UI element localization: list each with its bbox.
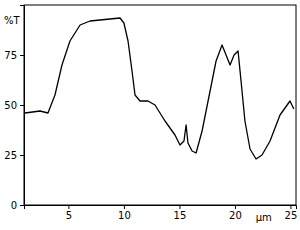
plot-area [25,18,294,159]
x-tick-mark [68,205,69,209]
y-tick: 50 [4,100,24,111]
x-tick-label: 5 [66,210,72,221]
x-tick: 15 [174,205,187,221]
y-tick: 0 [11,200,24,211]
x-tick-label: 10 [118,210,131,221]
y-axis-line [20,6,25,206]
x-tick: 5 [66,205,72,221]
y-tick-label: 0 [11,200,17,211]
y-tick: 75 [4,50,24,61]
chart: 5 10 15 20 25 0 25 50 75 %T μm [0,0,300,230]
x-tick: 10 [118,205,131,221]
x-tick-label: 25 [285,210,298,221]
x-tick-mark [179,205,180,209]
y-tick-mark [20,55,24,56]
y-tick-mark [20,105,24,106]
x-axis-line [25,206,297,210]
y-tick: 25 [4,150,24,161]
x-axis-title: μm [256,212,272,223]
y-tick-mark [20,205,24,206]
y-tick-label: 50 [4,100,17,111]
y-tick-label: 75 [4,50,17,61]
plot-frame [24,5,296,205]
y-axis: 0 25 50 75 [4,6,24,211]
x-tick-label: 15 [174,210,187,221]
x-tick: 20 [229,205,242,221]
spectrum-line [25,18,294,159]
x-tick-mark [290,205,291,209]
y-tick-mark [20,155,24,156]
x-tick-mark [235,205,236,209]
x-tick-label: 20 [229,210,242,221]
y-tick-label: 25 [4,150,17,161]
y-axis-title: %T [4,15,21,26]
x-tick-mark [124,205,125,209]
x-tick: 25 [285,205,298,221]
